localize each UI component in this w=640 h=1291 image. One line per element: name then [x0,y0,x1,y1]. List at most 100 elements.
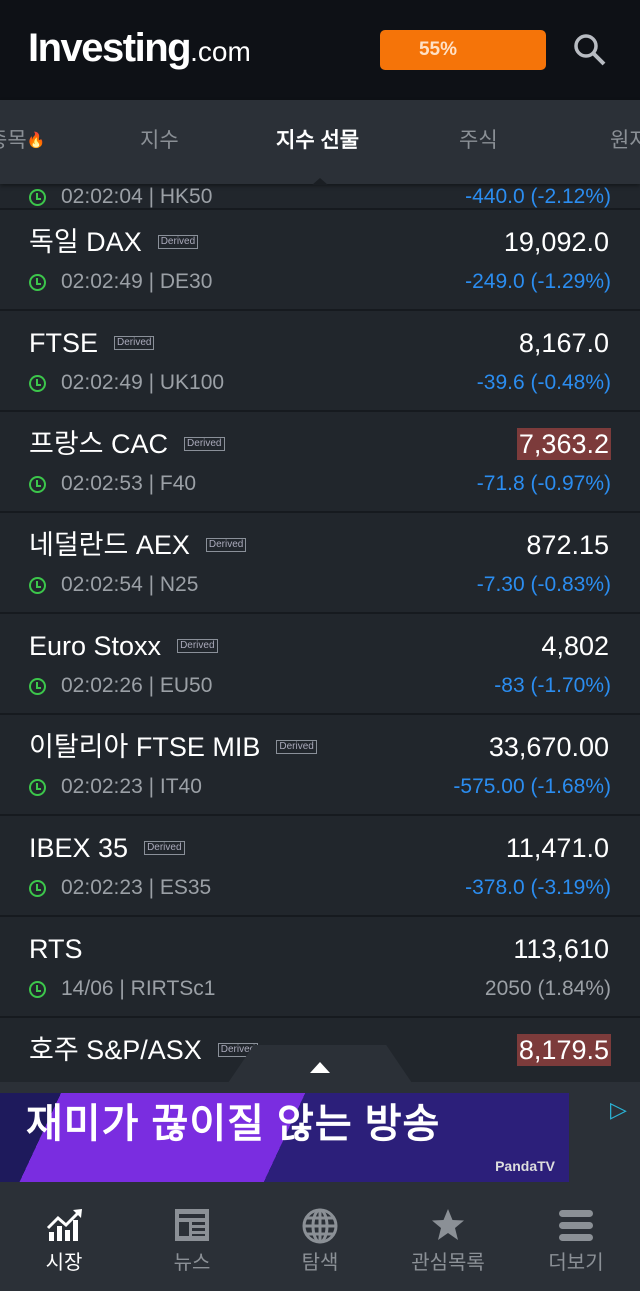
list-item[interactable]: IBEX 35 Derived 11,471.0 02:02:23 | ES35 -37… [0,816,640,917]
time-symbol: 02:02:49 | DE30 [61,270,213,293]
instrument-name: 이탈리아 FTSE MIB [29,732,261,762]
clock-icon [29,188,46,206]
quote-last: 4,802 [541,631,609,661]
time-symbol: 02:02:04 | HK50 [61,185,213,208]
instrument-name: 네덜란드 AEX [29,530,190,560]
news-icon [175,1209,209,1241]
derived-badge: Derived [177,639,218,653]
quotes-list[interactable]: 02:02:04 | HK50 -440.0 (-2.12%) 독일 DAX De… [0,184,640,1082]
instrument-name: 호주 S&P/ASX [29,1035,202,1065]
time-symbol: 02:02:26 | EU50 [61,674,213,697]
quote-last: 872.15 [526,530,609,560]
list-item[interactable]: 프랑스 CAC Derived 7,363.2 02:02:53 | F40 -71.8… [0,412,640,513]
quote-change: -83 (-1.70%) [494,674,611,697]
nav-more[interactable]: 더보기 [512,1183,640,1291]
logo-text: Investing [28,26,192,70]
quote-change: -378.0 (-3.19%) [465,876,611,899]
collapse-ad-button[interactable] [228,1045,412,1083]
nav-markets[interactable]: 시장 [0,1183,128,1291]
quote-last: 7,363.2 [516,428,611,460]
derived-badge: Derived [205,538,247,552]
search-icon[interactable] [572,32,608,68]
app-header: Investing.com 55% [0,0,640,100]
nav-watchlist[interactable]: 관심목록 [384,1183,512,1291]
time-symbol: 14/06 | RIRTSc1 [61,977,216,1000]
quote-name: FTSE Derived [29,327,155,359]
clock-icon [29,475,46,493]
quote-change: -39.6 (-0.48%) [476,371,611,394]
quote-change: -7.30 (-0.83%) [476,573,611,596]
time-symbol: 02:02:54 | N25 [61,573,199,596]
adchoices-icon[interactable]: ▷ [610,1097,627,1122]
list-item[interactable]: 02:02:04 | HK50 -440.0 (-2.12%) [0,184,640,210]
list-item[interactable]: Euro Stoxx Derived 4,802 02:02:26 | EU50 -83… [0,614,640,715]
quote-name: 네덜란드 AEX Derived [29,529,247,561]
time-symbol: 02:02:23 | IT40 [61,775,202,798]
quote-change: -71.8 (-0.97%) [476,472,611,495]
investing-logo[interactable]: Investing.com [28,26,251,71]
quote-meta: 02:02:04 | HK50 [29,185,212,209]
tab-commodities[interactable]: 원자 [610,129,640,152]
ad-banner[interactable]: 재미가 끊이질 않는 방송 PandaTV [0,1093,569,1182]
time-symbol: 02:02:23 | ES35 [61,876,212,899]
derived-badge: Derived [157,235,199,249]
instrument-name: FTSE [29,328,99,358]
list-item[interactable]: 이탈리아 FTSE MIB Derived 33,670.00 02:02:23 | … [0,715,640,816]
tab-indices[interactable]: 지수 [140,129,179,152]
clock-icon [29,879,46,897]
clock-icon [29,677,46,695]
list-item[interactable]: 네덜란드 AEX Derived 872.15 02:02:54 | N25 -7.30… [0,513,640,614]
quote-last: 8,179.5 [516,1034,611,1066]
menu-icon [559,1210,593,1241]
quote-meta: 02:02:49 | DE30 [29,270,212,294]
category-tabs: 종목🔥 지수 지수 선물 주식 원자 [0,100,640,184]
list-item[interactable]: FTSE Derived 8,167.0 02:02:49 | UK100 -39.6 … [0,311,640,412]
derived-badge: Derived [184,437,225,451]
quote-last: 33,670.00 [488,732,609,762]
nav-label: 관심목록 [411,1252,485,1274]
quote-name: RTS [29,933,83,965]
nav-label: 뉴스 [173,1252,211,1274]
instrument-name: 독일 DAX [29,227,142,257]
list-item[interactable]: RTS 113,610 14/06 | RIRTSc1 2050 (1.84%) [0,917,640,1018]
list-item[interactable]: 독일 DAX Derived 19,092.0 02:02:49 | DE30 -249… [0,210,640,311]
quote-last: 11,471.0 [505,833,609,863]
quote-last: 19,092.0 [503,227,609,257]
nav-label: 시장 [45,1252,83,1274]
quote-last: 8,167.0 [518,328,609,358]
quote-meta: 14/06 | RIRTSc1 [29,977,215,1001]
instrument-name: IBEX 35 [29,833,129,863]
nav-news[interactable]: 뉴스 [128,1183,256,1291]
tab-index-futures[interactable]: 지수 선물 [276,129,360,152]
quote-meta: 02:02:26 | EU50 [29,674,212,698]
ad-container: 재미가 끊이질 않는 방송 PandaTV ▷ [0,1082,640,1183]
time-symbol: 02:02:53 | F40 [61,472,197,495]
tab-stocks[interactable]: 주식 [459,129,498,152]
quote-meta: 02:02:23 | ES35 [29,876,211,900]
nav-explore[interactable]: 탐색 [256,1183,384,1291]
quote-name: Euro Stoxx Derived [29,630,218,662]
quote-change: -440.0 (-2.12%) [465,185,611,208]
quote-meta: 02:02:54 | N25 [29,573,198,597]
quote-name: 프랑스 CAC Derived [29,428,225,460]
nav-label: 탐색 [301,1252,339,1274]
instrument-name: RTS [29,934,83,964]
quote-change: -249.0 (-1.29%) [465,270,611,293]
tab-label: 종목 [0,129,27,152]
derived-badge: Derived [276,740,317,754]
logo-suffix: .com [190,36,251,67]
star-icon [432,1209,464,1240]
clock-icon [29,576,46,594]
quote-change: 2050 (1.84%) [484,977,611,1000]
derived-badge: Derived [144,841,185,855]
chart-icon [46,1209,82,1241]
derived-badge: Derived [114,336,155,350]
bottom-nav: 시장 뉴스 탐색 관심목록 더보기 [0,1183,640,1291]
quote-meta: 02:02:53 | F40 [29,472,196,496]
promo-button[interactable]: 55% [380,30,546,70]
tab-popular[interactable]: 종목🔥 [0,128,45,154]
quote-last: 113,610 [513,934,609,964]
quote-name: 이탈리아 FTSE MIB Derived [29,731,317,763]
instrument-name: Euro Stoxx [29,631,162,661]
ad-text: 재미가 끊이질 않는 방송 [26,1102,441,1146]
